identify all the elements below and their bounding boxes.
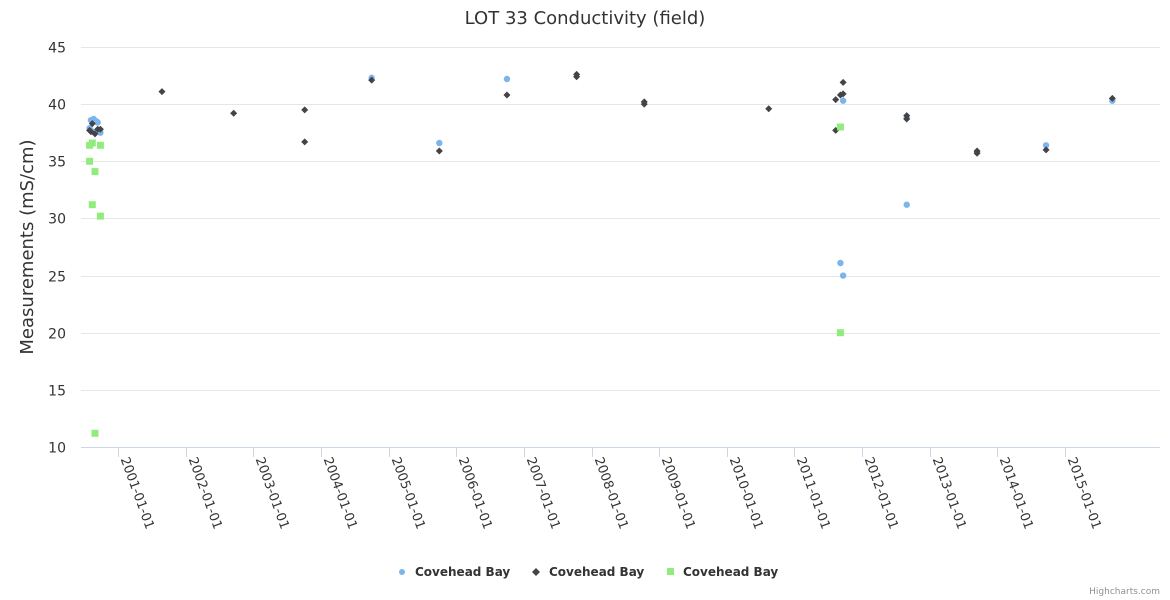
circle-marker-icon (399, 569, 405, 575)
y-tick-label: 10 (48, 441, 66, 457)
y-tick-label: 45 (48, 41, 66, 57)
data-point-square[interactable] (88, 139, 96, 147)
data-point-circle[interactable] (837, 259, 844, 267)
legend-label: Covehead Bay (415, 565, 510, 579)
legend: Covehead Bay Covehead Bay Covehead Bay (399, 565, 778, 579)
legend-label: Covehead Bay (683, 565, 778, 579)
legend-label: Covehead Bay (549, 565, 644, 579)
x-tick-label: 2006-01-01 (455, 455, 495, 531)
y-tick-label: 30 (48, 212, 66, 228)
x-tick-label: 2005-01-01 (388, 455, 428, 531)
data-point-diamond[interactable] (1108, 94, 1116, 102)
data-point-diamond[interactable] (573, 73, 581, 81)
data-point-circle[interactable] (839, 272, 847, 279)
y-tick-label: 20 (48, 327, 66, 343)
data-point-circle[interactable] (903, 201, 910, 208)
x-tick-label: 2014-01-01 (996, 455, 1036, 531)
data-point-diamond[interactable] (640, 100, 648, 108)
legend-item-series-1[interactable]: Covehead Bay (399, 565, 510, 579)
data-point-square[interactable] (88, 201, 96, 209)
data-point-square[interactable] (91, 429, 99, 437)
x-tick-label: 2007-01-01 (523, 455, 563, 531)
x-axis: 2001-01-01 2002-01-01 2003-01-01 2004-01-01… (81, 447, 1160, 531)
data-point-diamond[interactable] (903, 115, 911, 123)
data-point-square[interactable] (836, 123, 844, 131)
series-1 (86, 74, 1116, 279)
data-point-diamond[interactable] (301, 106, 309, 114)
y-tick-label: 25 (48, 270, 66, 286)
x-tick-label: 2001-01-01 (117, 455, 157, 531)
data-point-diamond[interactable] (503, 91, 511, 99)
diamond-marker-icon (532, 568, 540, 576)
y-axis-label: Measurements (mS/cm) (17, 139, 38, 354)
data-point-circle[interactable] (839, 97, 847, 104)
series-2 (86, 70, 1116, 157)
legend-item-series-3[interactable]: Covehead Bay (667, 565, 778, 579)
y-axis: 10 15 20 25 30 35 40 45 (48, 41, 66, 457)
x-tick-label: 2010-01-01 (726, 455, 766, 531)
data-point-circle[interactable] (436, 139, 443, 147)
data-point-square[interactable] (96, 212, 104, 220)
data-point-diamond[interactable] (839, 90, 847, 98)
x-tick-label: 2009-01-01 (658, 455, 698, 531)
x-tick-label: 2013-01-01 (929, 455, 969, 531)
x-tick-label: 2012-01-01 (861, 455, 901, 531)
data-point-circle[interactable] (1042, 142, 1050, 149)
y-tick-label: 40 (48, 98, 66, 114)
y-tick-label: 35 (48, 155, 66, 171)
x-tick-label: 2011-01-01 (793, 455, 833, 531)
y-tick-label: 15 (48, 384, 66, 400)
data-point-diamond[interactable] (435, 147, 443, 155)
data-point-diamond[interactable] (301, 138, 309, 146)
data-point-diamond[interactable] (832, 96, 840, 104)
credits-link[interactable]: Highcharts.com (1089, 587, 1160, 597)
x-tick-label: 2004-01-01 (320, 455, 360, 531)
data-point-diamond[interactable] (765, 105, 773, 113)
data-point-square[interactable] (96, 141, 104, 149)
x-tick-label: 2002-01-01 (185, 455, 225, 531)
data-point-square[interactable] (91, 168, 99, 176)
grid-lines (81, 47, 1160, 391)
chart-title: LOT 33 Conductivity (field) (465, 8, 706, 29)
data-point-square[interactable] (836, 329, 844, 337)
series-3 (86, 123, 844, 437)
data-point-diamond[interactable] (96, 125, 104, 133)
x-tick-label: 2003-01-01 (252, 455, 292, 531)
data-point-circle[interactable] (503, 75, 511, 83)
x-tick-label: 2008-01-01 (591, 455, 631, 531)
data-point-diamond[interactable] (87, 128, 95, 136)
x-tick-label: 2015-01-01 (1064, 455, 1104, 531)
data-point-diamond[interactable] (1042, 146, 1050, 154)
data-point-diamond[interactable] (973, 149, 981, 157)
square-marker-icon (667, 568, 674, 575)
data-point-diamond[interactable] (839, 78, 847, 86)
data-point-circle[interactable] (94, 119, 101, 126)
data-point-diamond[interactable] (230, 109, 238, 117)
series-layer (86, 70, 1116, 437)
legend-item-series-2[interactable]: Covehead Bay (532, 565, 644, 579)
data-point-square[interactable] (86, 157, 94, 165)
data-point-diamond[interactable] (368, 76, 376, 84)
data-point-diamond[interactable] (88, 120, 96, 128)
data-point-diamond[interactable] (158, 88, 166, 96)
